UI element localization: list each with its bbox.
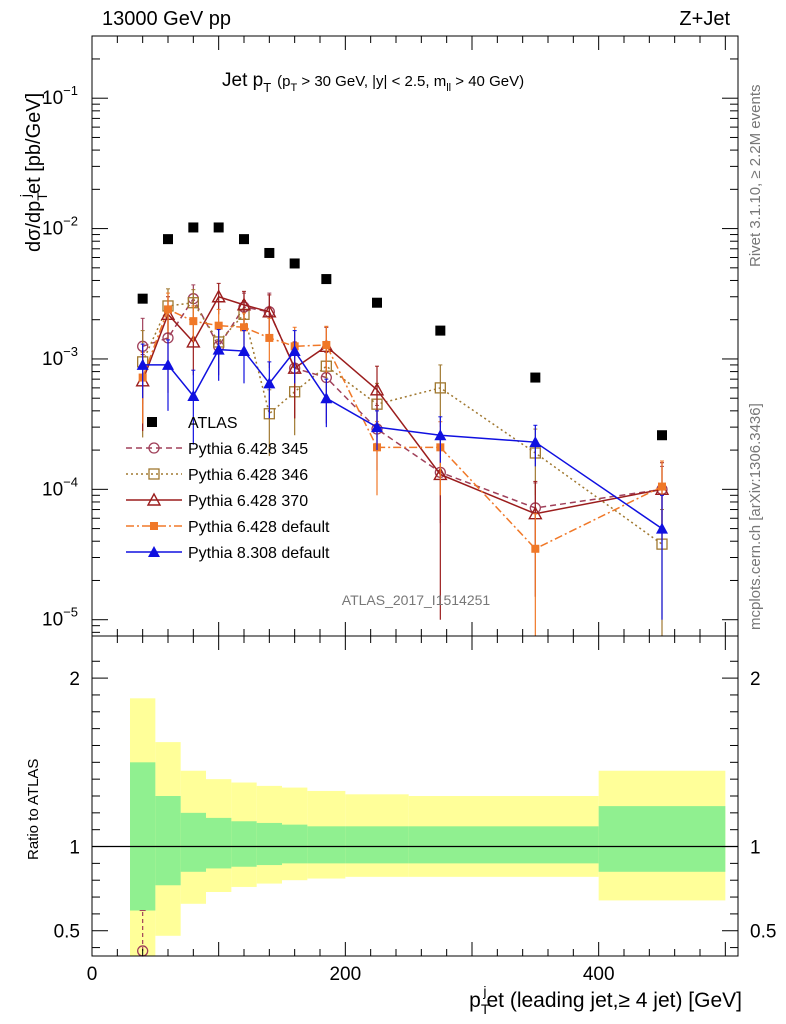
legend-atlas-marker <box>147 417 157 427</box>
ratio-band-inner <box>408 826 472 864</box>
series-3-point <box>265 333 274 342</box>
legend-label: Pythia 6.428 346 <box>188 467 308 484</box>
ratio-y-tick-label-right: 0.5 <box>750 922 776 943</box>
y-tick-label: 10−4 <box>42 474 78 500</box>
atlas-data-point <box>264 247 275 258</box>
atlas-data-point <box>213 222 224 233</box>
series-2-point <box>186 334 201 348</box>
legend-label: Pythia 6.428 345 <box>188 441 308 458</box>
series-4-point <box>187 389 200 401</box>
series-4-point <box>212 343 225 355</box>
atlas-data-point <box>137 293 148 304</box>
main-title: Jet pT (pT > 30 GeV, |y| < 2.5, mll > 40 … <box>222 70 524 95</box>
legend-marker <box>150 522 158 530</box>
legend-marker <box>148 546 160 557</box>
series-4-point <box>263 377 276 389</box>
atlas-data-point <box>530 372 541 383</box>
ratio-band-inner <box>282 824 308 864</box>
y-tick-label: 10−5 <box>42 605 78 631</box>
legend-marker <box>148 442 160 454</box>
atlas-data-point <box>163 234 173 245</box>
ratio-band-inner <box>256 822 282 866</box>
atlas-data-point <box>188 222 199 233</box>
legend-label: Pythia 6.428 370 <box>188 493 308 510</box>
ratio-y-axis-label: Ratio to ATLAS <box>25 759 42 860</box>
series-2-point <box>236 297 252 311</box>
ratio-y-tick-label: 0.5 <box>54 922 80 943</box>
series-4-point <box>656 522 668 534</box>
y-tick-label: 10−2 <box>42 214 78 240</box>
legend: ATLAS Pythia 6.428 345 Pythia 6.428 346 Pyt… <box>126 415 330 562</box>
mcplots-note: mcplots.cern.ch [arXiv:1306.3436] <box>747 403 764 630</box>
ratio-y-tick-label: 1 <box>69 838 80 859</box>
legend-marker <box>148 468 160 480</box>
rivet-note: Rivet 3.1.10, ≥ 2.2M events <box>747 85 764 268</box>
ratio-y-tick-label-right: 2 <box>750 669 761 690</box>
series-4-point <box>529 436 542 448</box>
series-3-point <box>214 321 223 330</box>
ratio-band-inner <box>345 826 409 864</box>
series-3-point <box>658 482 666 491</box>
legend-atlas-label: ATLAS <box>188 415 238 432</box>
series-4-point <box>162 358 174 370</box>
main-series-layer <box>135 282 670 636</box>
ratio-band-inner <box>231 821 257 867</box>
header-left: 13000 GeV pp <box>102 8 231 30</box>
legend-label: Pythia 8.308 default <box>188 545 330 562</box>
series-3-point <box>189 317 198 326</box>
ratio-band-inner <box>472 826 599 864</box>
series-2-point <box>211 289 226 303</box>
series-3-point <box>531 544 540 553</box>
series-3-point <box>240 323 248 332</box>
atlas-data-point <box>372 297 382 308</box>
ratio-y-tick-label: 2 <box>69 669 80 690</box>
y-tick-label: 10−3 <box>42 344 78 370</box>
ratio-band-inner <box>598 806 726 872</box>
series-line-2 <box>141 295 663 515</box>
series-4-point <box>371 421 383 433</box>
ratio-y-tick-label-right: 1 <box>750 838 761 859</box>
atlas-data-point <box>321 274 332 285</box>
legend-marker <box>146 492 162 506</box>
atlas-data-layer <box>137 222 667 441</box>
series-2-point <box>369 382 385 396</box>
series-4-point <box>320 392 333 404</box>
atlas-data-point <box>289 258 300 269</box>
main-y-axis-label: dσ/dpTjet [pb/GeV] <box>17 93 50 252</box>
series-4-point <box>288 345 301 357</box>
series-1-point <box>434 382 446 394</box>
series-4-point <box>136 358 149 370</box>
legend-label: Pythia 6.428 default <box>188 519 330 536</box>
series-line-4 <box>142 348 663 530</box>
ratio-band-inner <box>206 817 232 869</box>
series-2-point <box>262 304 277 318</box>
series-3-point <box>164 305 172 314</box>
series-3-point <box>322 340 331 349</box>
series-4-point <box>238 345 250 357</box>
series-4-point <box>434 429 447 441</box>
ratio-band-inner <box>130 762 156 911</box>
x-tick-label: 400 <box>583 964 615 985</box>
atlas-data-point <box>657 430 667 441</box>
x-tick-label: 200 <box>329 964 361 985</box>
ratio-band-inner <box>307 826 346 864</box>
ratio-band-inner <box>180 812 206 872</box>
ratio-band-inner <box>155 796 181 886</box>
x-axis-label: pTjet (leading jet,≥ 4 jet) [GeV] <box>469 983 742 1017</box>
x-tick-label: 0 <box>87 964 98 985</box>
series-line-1 <box>141 301 663 545</box>
header-right: Z+Jet <box>679 8 730 30</box>
analysis-watermark: ATLAS_2017_I1514251 <box>342 592 491 608</box>
y-tick-label: 10−1 <box>42 83 78 109</box>
atlas-data-point <box>435 325 446 336</box>
atlas-data-point <box>239 234 249 245</box>
series-line-3 <box>141 308 663 550</box>
